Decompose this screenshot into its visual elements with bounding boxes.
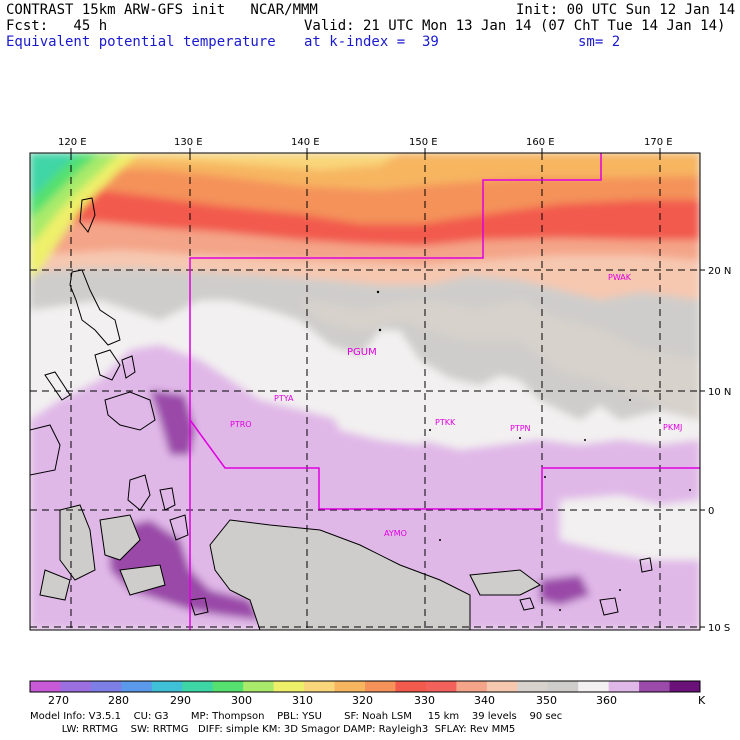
lat-label-20n: 20 N — [708, 266, 731, 277]
color-bar-swatch — [456, 681, 488, 692]
model-info-line1: Model Info: V3.5.1 CU: G3 MP: Thompson P… — [30, 711, 563, 722]
forecast-hour: Fcst: 45 h — [6, 18, 108, 34]
color-bar-swatch — [60, 681, 92, 692]
color-bar-swatch — [608, 681, 640, 692]
lat-lon-grid — [30, 153, 700, 630]
color-bar-swatch — [151, 681, 183, 692]
station-ptkk: PTKK — [435, 418, 456, 427]
color-bar-frame — [29, 680, 701, 693]
lon-label-130: 130 E — [174, 137, 203, 148]
station-pwak: PWAK — [608, 273, 632, 282]
color-bar-swatch — [517, 681, 549, 692]
lon-label-170: 170 E — [644, 137, 673, 148]
color-bar-swatch — [425, 681, 457, 692]
cbar-label-300: 300 — [231, 694, 252, 707]
color-bar-swatch — [90, 681, 122, 692]
theta-e-field — [30, 153, 700, 630]
cbar-label-320: 320 — [352, 694, 373, 707]
color-bar-swatch — [486, 681, 518, 692]
init-time: Init: 00 UTC Sun 12 Jan 14 — [516, 2, 736, 18]
color-bar-swatch — [243, 681, 274, 692]
station-ptpn: PTPN — [510, 424, 531, 433]
station-ptya: PTYA — [274, 394, 294, 403]
color-bar-swatch — [212, 681, 244, 692]
color-bar-swatch — [273, 681, 305, 692]
lon-label-120: 120 E — [58, 137, 87, 148]
station-ptro: PTRO — [230, 420, 252, 429]
lat-label-10s: 10 S — [708, 623, 730, 634]
color-bar-swatch — [121, 681, 153, 692]
color-bar-swatch — [30, 681, 61, 692]
k-index: at k-index = 39 — [304, 34, 439, 50]
color-bar-swatch — [304, 681, 335, 692]
cbar-unit: K — [698, 694, 706, 707]
lon-label-140: 140 E — [291, 137, 320, 148]
station-pgum: PGUM — [347, 347, 377, 358]
cbar-label-270: 270 — [48, 694, 69, 707]
color-bar-swatch — [669, 681, 701, 692]
lat-label-10n: 10 N — [708, 387, 731, 398]
cbar-label-280: 280 — [108, 694, 129, 707]
cbar-label-360: 360 — [596, 694, 617, 707]
area-boundary-north — [189, 153, 602, 630]
lon-label-160: 160 E — [526, 137, 555, 148]
cbar-label-350: 350 — [536, 694, 557, 707]
color-bar-swatch — [639, 681, 670, 692]
cbar-label-340: 340 — [474, 694, 495, 707]
model-info-line2: LW: RRTMG SW: RRTMG DIFF: simple KM: 3D … — [30, 724, 516, 735]
area-boundary-south — [189, 419, 700, 510]
color-bar-swatch — [578, 681, 609, 692]
color-bar-swatch — [547, 681, 579, 692]
color-bar-swatch — [334, 681, 366, 692]
color-bar-swatch — [395, 681, 427, 692]
lon-label-150: 150 E — [409, 137, 438, 148]
field-name: Equivalent potential temperature — [6, 34, 276, 50]
model-title: CONTRAST 15km ARW-GFS init NCAR/MMM — [6, 2, 318, 18]
lat-label-0: 0 — [708, 506, 714, 517]
smoothing: sm= 2 — [578, 34, 621, 50]
valid-time: Valid: 21 UTC Mon 13 Jan 14 (07 ChT Tue … — [304, 18, 726, 34]
cbar-label-330: 330 — [414, 694, 435, 707]
cbar-label-290: 290 — [170, 694, 191, 707]
color-bar — [29, 680, 701, 693]
cbar-label-310: 310 — [292, 694, 313, 707]
station-aymo: AYMO — [384, 529, 407, 538]
color-bar-swatch — [365, 681, 396, 692]
color-bar-swatch — [182, 681, 214, 692]
station-pkmj: PKMJ — [663, 423, 682, 432]
